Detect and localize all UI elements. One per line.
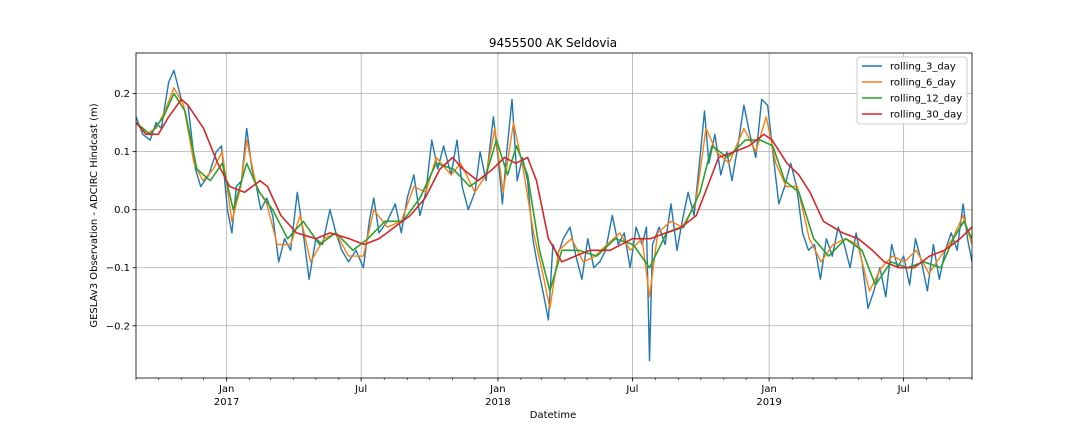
x-tick-label: Jan (760, 384, 776, 395)
plot-frame (135, 52, 973, 379)
legend-label: rolling_3_day (890, 62, 956, 73)
x-axis-ticks: Jan 2017 Jul Jan 2018 Jul Jan 2019 Jul (135, 378, 973, 408)
legend-label: rolling_6_day (890, 78, 956, 89)
x-tick-year-label: 2018 (485, 397, 510, 408)
y-tick-label: 0.1 (114, 147, 130, 158)
legend-box (856, 56, 968, 125)
y-axis-label: GESLAv3 Observation - ADCIRC Hindcast (m… (89, 103, 100, 327)
chart-title: 9455500 AK Seldovia (489, 36, 617, 50)
series-line-rolling-6-day (136, 87, 972, 310)
x-tick-label: Jan (218, 384, 234, 395)
x-tick-label: Jan (489, 384, 505, 395)
legend-label: rolling_30_day (890, 110, 962, 121)
series-line-rolling-30-day (136, 98, 972, 269)
legend-entries: rolling_3_day rolling_6_day rolling_12_day… (862, 62, 962, 121)
x-tick-label: Jul (625, 384, 638, 395)
y-tick-label: −0.1 (106, 263, 130, 274)
legend: rolling_3_day rolling_6_day rolling_12_day… (856, 56, 968, 125)
x-axis-label: Datetime (530, 410, 577, 421)
y-axis-ticks: −0.2 −0.1 0.0 0.1 0.2 (106, 89, 136, 332)
x-tick-year-label: 2017 (214, 397, 239, 408)
grid-lines (136, 53, 972, 378)
legend-label: rolling_12_day (890, 94, 962, 105)
y-tick-label: 0.0 (114, 205, 130, 216)
x-tick-year-label: 2019 (756, 397, 781, 408)
y-tick-label: 0.2 (114, 89, 130, 100)
series-lines (136, 69, 972, 362)
x-tick-label: Jul (354, 384, 367, 395)
series-line-rolling-12-day (136, 92, 972, 292)
y-tick-label: −0.2 (106, 321, 130, 332)
x-tick-label: Jul (897, 384, 910, 395)
